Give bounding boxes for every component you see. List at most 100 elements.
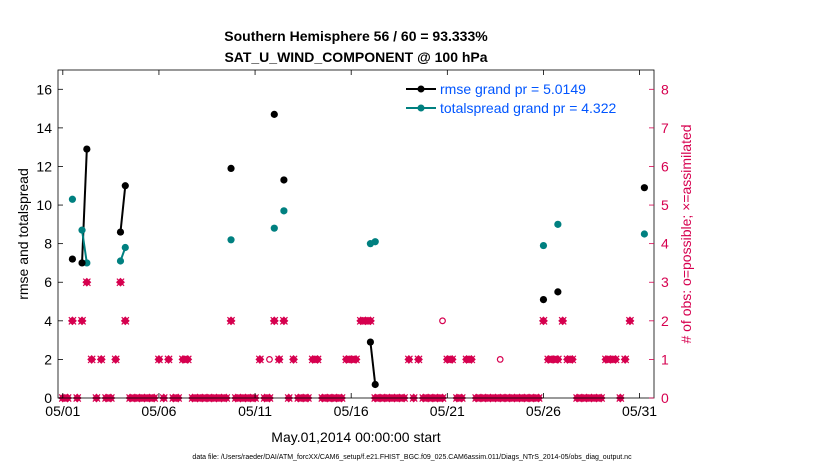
- rmse-segment: [119, 185, 127, 233]
- data-file-footer: data file: /Users/raeder/DAI/ATM_forcXX/…: [192, 454, 632, 461]
- rmse-point: [270, 110, 278, 118]
- y-tick-label: 8: [44, 236, 52, 252]
- obs-assimilated-marker: [77, 316, 87, 326]
- y-right-tick-label: 7: [661, 120, 669, 136]
- rmse-point: [78, 259, 86, 267]
- obs-assimilated-marker: [116, 277, 125, 287]
- obs-possible-marker: [463, 356, 470, 363]
- obs-assimilated-marker: [269, 316, 279, 326]
- obs-assimilated-marker: [625, 316, 635, 326]
- spread-point: [554, 220, 562, 228]
- rmse-point: [83, 145, 91, 153]
- spread-point: [68, 195, 77, 203]
- obs-assimilated-marker: [289, 354, 298, 364]
- y-right-tick-label: 2: [661, 313, 669, 329]
- y-right-tick-label: 6: [661, 158, 669, 174]
- rmse-point: [121, 182, 129, 190]
- y-right-tick-label: 4: [661, 236, 669, 252]
- rmse-point: [539, 296, 548, 304]
- obs-assimilated-marker: [351, 354, 361, 364]
- obs-assimilated-marker: [226, 316, 236, 326]
- legend-rmse-label: rmse grand pr = 5.0149: [440, 81, 586, 97]
- x-tick-label: 05/11: [238, 403, 272, 419]
- obs-possible-marker: [314, 356, 321, 363]
- obs-assimilated-marker: [67, 316, 77, 326]
- obs-assimilated-marker: [365, 316, 375, 326]
- y-right-tick-label: 1: [661, 351, 669, 367]
- obs-assimilated-marker: [87, 354, 97, 364]
- y-tick-label: 14: [36, 120, 52, 136]
- obs-assimilated-marker: [553, 354, 563, 364]
- spread-point: [371, 238, 379, 246]
- y-tick-label: 4: [44, 313, 52, 329]
- y-tick-label: 10: [36, 197, 52, 213]
- obs-assimilated-marker: [620, 354, 630, 364]
- legend-spread-label: totalspread grand pr = 4.322: [440, 100, 617, 116]
- spread-point: [280, 207, 288, 215]
- obs-possible-marker: [496, 356, 504, 363]
- obs-assimilated-marker: [255, 354, 265, 364]
- obs-possible-marker: [439, 317, 446, 325]
- axes: 05/01 05/06 05/11 05/16 05/21 05/26 05/3102468…: [36, 70, 669, 419]
- obs-assimilated-marker: [120, 316, 130, 326]
- y-right-tick-label: 3: [661, 274, 669, 290]
- obs-assimilated-marker: [567, 354, 577, 364]
- rmse-point: [227, 164, 235, 172]
- spread-point: [270, 224, 278, 232]
- rmse-point: [371, 380, 379, 389]
- x-tick-label: 05/31: [622, 403, 657, 419]
- y-axis-right-label: # of obs: o=possible; ×=assimilated: [678, 124, 694, 343]
- obs-assimilated-marker: [447, 354, 457, 364]
- x-tick-label: 05/01: [45, 403, 80, 419]
- obs-assimilated-marker: [414, 354, 423, 364]
- obs-assimilated-marker: [82, 277, 92, 287]
- rmse-point: [68, 255, 77, 263]
- x-tick-label: 05/21: [430, 403, 465, 419]
- spread-segment: [81, 229, 88, 264]
- obs-assimilated-marker: [558, 316, 568, 326]
- x-tick-label: 05/16: [334, 403, 369, 419]
- y-tick-label: 2: [44, 351, 52, 367]
- y-axis-label: rmse and totalspread: [15, 168, 31, 300]
- y-right-tick-label: 0: [661, 390, 669, 406]
- x-tick-label: 05/26: [526, 403, 561, 419]
- obs-assimilated-marker: [96, 354, 106, 364]
- obs-assimilated-marker: [111, 354, 121, 364]
- legend-spread-marker: [417, 104, 425, 112]
- x-axis-label: May.01,2014 00:00:00 start: [271, 429, 441, 445]
- y-right-tick-label: 8: [661, 81, 669, 97]
- spread-point: [78, 226, 86, 234]
- obs-assimilated-marker: [279, 316, 289, 326]
- y-tick-label: 0: [44, 390, 52, 406]
- chart-title: Southern Hemisphere 56 / 60 = 93.333%: [224, 28, 488, 44]
- chart-subtitle: SAT_U_WIND_COMPONENT @ 100 hPa: [224, 49, 487, 65]
- obs-assimilated-marker: [611, 354, 620, 364]
- obs-assimilated-marker: [154, 354, 164, 364]
- plot-background: [58, 70, 654, 398]
- rmse-point: [116, 228, 125, 236]
- obs-assimilated-marker: [539, 316, 548, 326]
- spread-point: [539, 241, 548, 250]
- rmse-segment: [369, 341, 377, 385]
- y-tick-label: 6: [44, 274, 52, 290]
- rmse-point: [554, 288, 562, 296]
- spread-point: [121, 243, 129, 252]
- obs-possible-marker: [266, 356, 273, 363]
- rmse-point: [280, 176, 288, 184]
- legend-rmse-marker: [417, 85, 425, 93]
- legend: rmse grand pr = 5.0149 totalspread grand…: [406, 81, 617, 116]
- rmse-point: [640, 184, 648, 192]
- obs-assimilated-marker: [164, 354, 173, 364]
- y-tick-label: 12: [36, 158, 52, 174]
- y-tick-label: 16: [36, 81, 52, 97]
- obs-assimilated-marker: [404, 354, 414, 364]
- obs-assimilated-marker: [274, 354, 284, 364]
- obs-assimilated-marker: [183, 354, 193, 364]
- rmse-point: [366, 338, 375, 346]
- spread-point: [227, 236, 235, 244]
- spread-point: [116, 257, 125, 265]
- rmse-segment: [81, 149, 88, 263]
- spread-point: [640, 230, 648, 238]
- y-right-tick-label: 5: [661, 197, 669, 213]
